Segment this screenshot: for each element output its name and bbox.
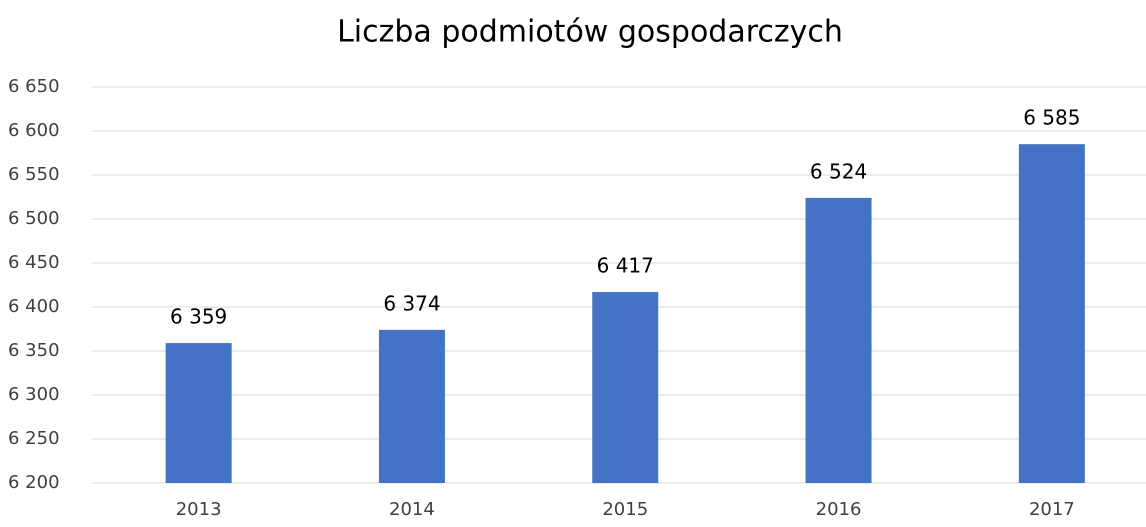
y-tick-label: 6 500 [8,208,60,229]
y-tick-label: 6 350 [8,340,60,361]
bar [1018,144,1085,483]
x-tick-label: 2017 [1029,499,1075,520]
y-tick-label: 6 400 [8,296,60,317]
y-tick-label: 6 550 [8,164,60,185]
value-label: 6 374 [383,291,440,315]
bar [165,343,232,483]
bar [592,292,659,483]
y-tick-label: 6 650 [8,76,60,97]
x-tick-label: 2015 [602,499,648,520]
bar [805,197,872,483]
value-label: 6 524 [810,159,867,183]
value-label: 6 359 [170,305,227,329]
y-tick-label: 6 450 [8,252,60,273]
y-tick-label: 6 250 [8,428,60,449]
x-tick-label: 2016 [816,499,862,520]
x-tick-label: 2013 [176,499,222,520]
y-tick-label: 6 200 [8,472,60,493]
bar [378,329,445,483]
y-tick-label: 6 600 [8,120,60,141]
value-label: 6 417 [597,254,654,278]
y-tick-label: 6 300 [8,384,60,405]
value-label: 6 585 [1023,106,1080,130]
x-tick-label: 2014 [389,499,435,520]
chart-title: Liczba podmiotów gospodarczych [337,15,843,50]
